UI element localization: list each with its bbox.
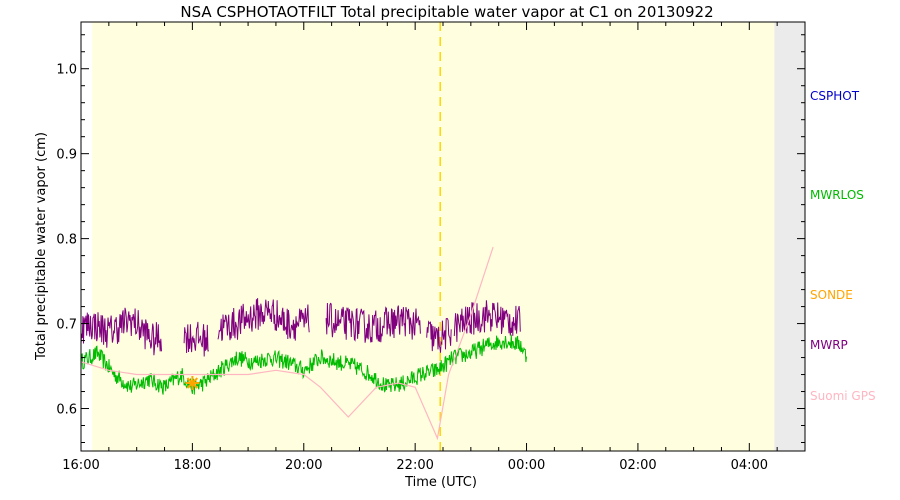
chart-title: NSA CSPHOTAOTFILT Total precipitable wat…	[180, 3, 713, 21]
y-tick-label: 0.8	[56, 233, 77, 248]
legend-mwrlos: MWRLOS	[810, 188, 864, 202]
x-tick-label: 04:00	[731, 458, 768, 473]
legend-sonde: SONDE	[810, 288, 853, 302]
legend-csphot: CSPHOT	[810, 89, 860, 103]
x-tick-label: 16:00	[62, 458, 99, 473]
night-band	[774, 22, 805, 451]
x-tick-label: 20:00	[285, 458, 322, 473]
series-layer	[80, 246, 527, 441]
marker-layer	[185, 376, 200, 390]
y-tick-label: 0.7	[56, 318, 77, 333]
legend-mwrp: MWRP	[810, 338, 848, 352]
y-tick-label: 0.9	[56, 148, 77, 163]
legend-suomi-gps: Suomi GPS	[810, 389, 876, 403]
y-tick-label: 1.0	[56, 63, 77, 78]
y-axis-label: Total precipitable water vapor (cm)	[34, 132, 49, 361]
series-mwrp	[80, 298, 521, 357]
x-tick-label: 00:00	[508, 458, 545, 473]
series-sonde-marker	[185, 376, 200, 390]
x-tick-label: 02:00	[619, 458, 656, 473]
x-tick-label: 18:00	[174, 458, 211, 473]
x-tick-label: 22:00	[396, 458, 433, 473]
plot-background	[81, 22, 805, 451]
y-tick-label: 0.6	[56, 403, 77, 418]
axes: 16:00 18:00 20:00 22:00 00:00 02:00 04:00 0.6 0.…	[56, 21, 806, 473]
legend: CSPHOT MWRLOS SONDE MWRP Suomi GPS	[810, 89, 876, 403]
series-suomi-gps	[80, 246, 494, 441]
x-axis-label: Time (UTC)	[404, 475, 477, 490]
